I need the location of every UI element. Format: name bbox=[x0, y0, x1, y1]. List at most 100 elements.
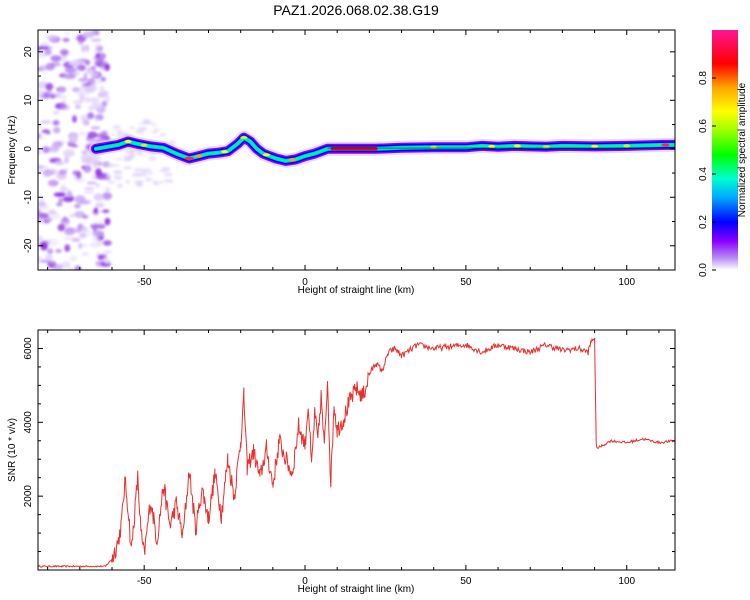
noise-blob bbox=[38, 148, 41, 156]
noise-blob bbox=[69, 60, 75, 65]
x-tick-label: 50 bbox=[460, 277, 472, 288]
noise-blob bbox=[52, 120, 60, 126]
noise-blob bbox=[62, 37, 70, 42]
noise-blob bbox=[51, 213, 61, 220]
noise-blob bbox=[90, 223, 102, 229]
snr-x-axis-label: Height of straight line (km) bbox=[298, 584, 415, 595]
noise-blob bbox=[67, 190, 73, 198]
noise-blob bbox=[115, 157, 123, 161]
noise-blob bbox=[101, 101, 107, 107]
noise-blob bbox=[61, 261, 71, 269]
noise-blob bbox=[81, 82, 88, 88]
noise-blob bbox=[45, 34, 57, 41]
noise-blob bbox=[49, 94, 56, 99]
colorbar-ticks: 0.0 0.2 0.4 0.6 0.8 bbox=[698, 71, 716, 277]
noise-blob bbox=[115, 175, 123, 181]
ridge-peak bbox=[221, 150, 229, 154]
noise-blob bbox=[45, 62, 55, 71]
noise-blob bbox=[107, 174, 112, 178]
noise-blob bbox=[48, 209, 56, 215]
noise-blob bbox=[41, 129, 50, 134]
noise-blob bbox=[88, 105, 95, 112]
noise-blob bbox=[43, 92, 50, 98]
noise-blob bbox=[82, 243, 88, 248]
noise-blob bbox=[81, 252, 89, 256]
noise-blob bbox=[96, 113, 104, 118]
noise-blob bbox=[42, 146, 50, 154]
colorbar-tick-label: 0.4 bbox=[698, 167, 709, 181]
noise-blob bbox=[41, 120, 52, 124]
noise-blob bbox=[92, 102, 103, 109]
noise-blob bbox=[57, 223, 66, 232]
snr-background bbox=[38, 330, 675, 570]
noise-blob bbox=[82, 118, 90, 126]
noise-blob bbox=[95, 260, 106, 267]
noise-blob bbox=[122, 157, 132, 162]
y-tick-label: 20 bbox=[23, 46, 34, 58]
noise-blob bbox=[38, 236, 44, 243]
spectrogram-x-axis-label: Height of straight line (km) bbox=[298, 285, 415, 296]
noise-blob bbox=[60, 104, 71, 111]
noise-blob bbox=[88, 97, 100, 103]
ridge-peak bbox=[140, 143, 148, 147]
noise-blob bbox=[60, 184, 66, 191]
noise-blob bbox=[54, 161, 65, 166]
noise-blob bbox=[64, 155, 69, 163]
noise-blob bbox=[49, 145, 60, 153]
x-tick-label: 50 bbox=[460, 576, 472, 587]
noise-blob bbox=[125, 179, 131, 184]
noise-blob bbox=[123, 155, 133, 159]
noise-blob bbox=[93, 193, 104, 201]
ridge-peak bbox=[661, 143, 670, 147]
noise-blob bbox=[38, 65, 48, 72]
x-tick-label: 0 bbox=[302, 277, 308, 288]
x-tick-label: 0 bbox=[302, 576, 308, 587]
noise-blob bbox=[99, 85, 105, 94]
noise-blob bbox=[72, 100, 84, 105]
ridge-peak bbox=[488, 144, 496, 149]
noise-blob bbox=[159, 133, 166, 137]
noise-blob bbox=[45, 254, 53, 260]
noise-blob bbox=[117, 133, 127, 136]
noise-blob bbox=[113, 170, 120, 174]
noise-blob bbox=[40, 243, 48, 251]
noise-blob bbox=[79, 232, 87, 239]
ridge-peak bbox=[513, 144, 521, 148]
noise-blob bbox=[85, 96, 90, 104]
x-tick-label: -50 bbox=[137, 576, 152, 587]
noise-blob bbox=[123, 166, 133, 170]
noise-blob bbox=[151, 123, 158, 126]
noise-blob bbox=[69, 256, 78, 262]
noise-blob bbox=[102, 251, 109, 255]
ridge-peak bbox=[591, 144, 599, 148]
noise-blob bbox=[85, 59, 90, 66]
noise-blob bbox=[72, 71, 81, 76]
noise-blob bbox=[38, 203, 50, 211]
noise-blob bbox=[69, 214, 75, 218]
noise-blob bbox=[107, 180, 116, 184]
noise-blob bbox=[56, 202, 63, 207]
noise-blob bbox=[148, 172, 154, 175]
noise-blob bbox=[81, 44, 86, 53]
noise-blob bbox=[94, 207, 98, 214]
noise-blob bbox=[116, 183, 124, 189]
y-tick-label: -20 bbox=[23, 238, 34, 253]
noise-blob bbox=[87, 112, 95, 120]
noise-blob bbox=[40, 41, 50, 47]
noise-blob bbox=[64, 67, 77, 74]
noise-blob bbox=[44, 49, 52, 56]
noise-blob bbox=[74, 195, 86, 204]
noise-blob bbox=[76, 172, 82, 180]
noise-blob bbox=[95, 183, 100, 188]
ridge-peak bbox=[262, 153, 270, 157]
noise-blob bbox=[101, 130, 108, 137]
noise-blob bbox=[92, 230, 105, 237]
noise-blob bbox=[82, 190, 94, 195]
noise-blob bbox=[82, 214, 89, 219]
noise-blob bbox=[148, 156, 157, 161]
noise-blob bbox=[81, 226, 88, 233]
spectrogram-x-ticks: -50 0 50 100 bbox=[47, 30, 660, 288]
noise-blob bbox=[45, 82, 54, 91]
noise-blob bbox=[138, 172, 148, 177]
noise-blob bbox=[153, 128, 160, 132]
